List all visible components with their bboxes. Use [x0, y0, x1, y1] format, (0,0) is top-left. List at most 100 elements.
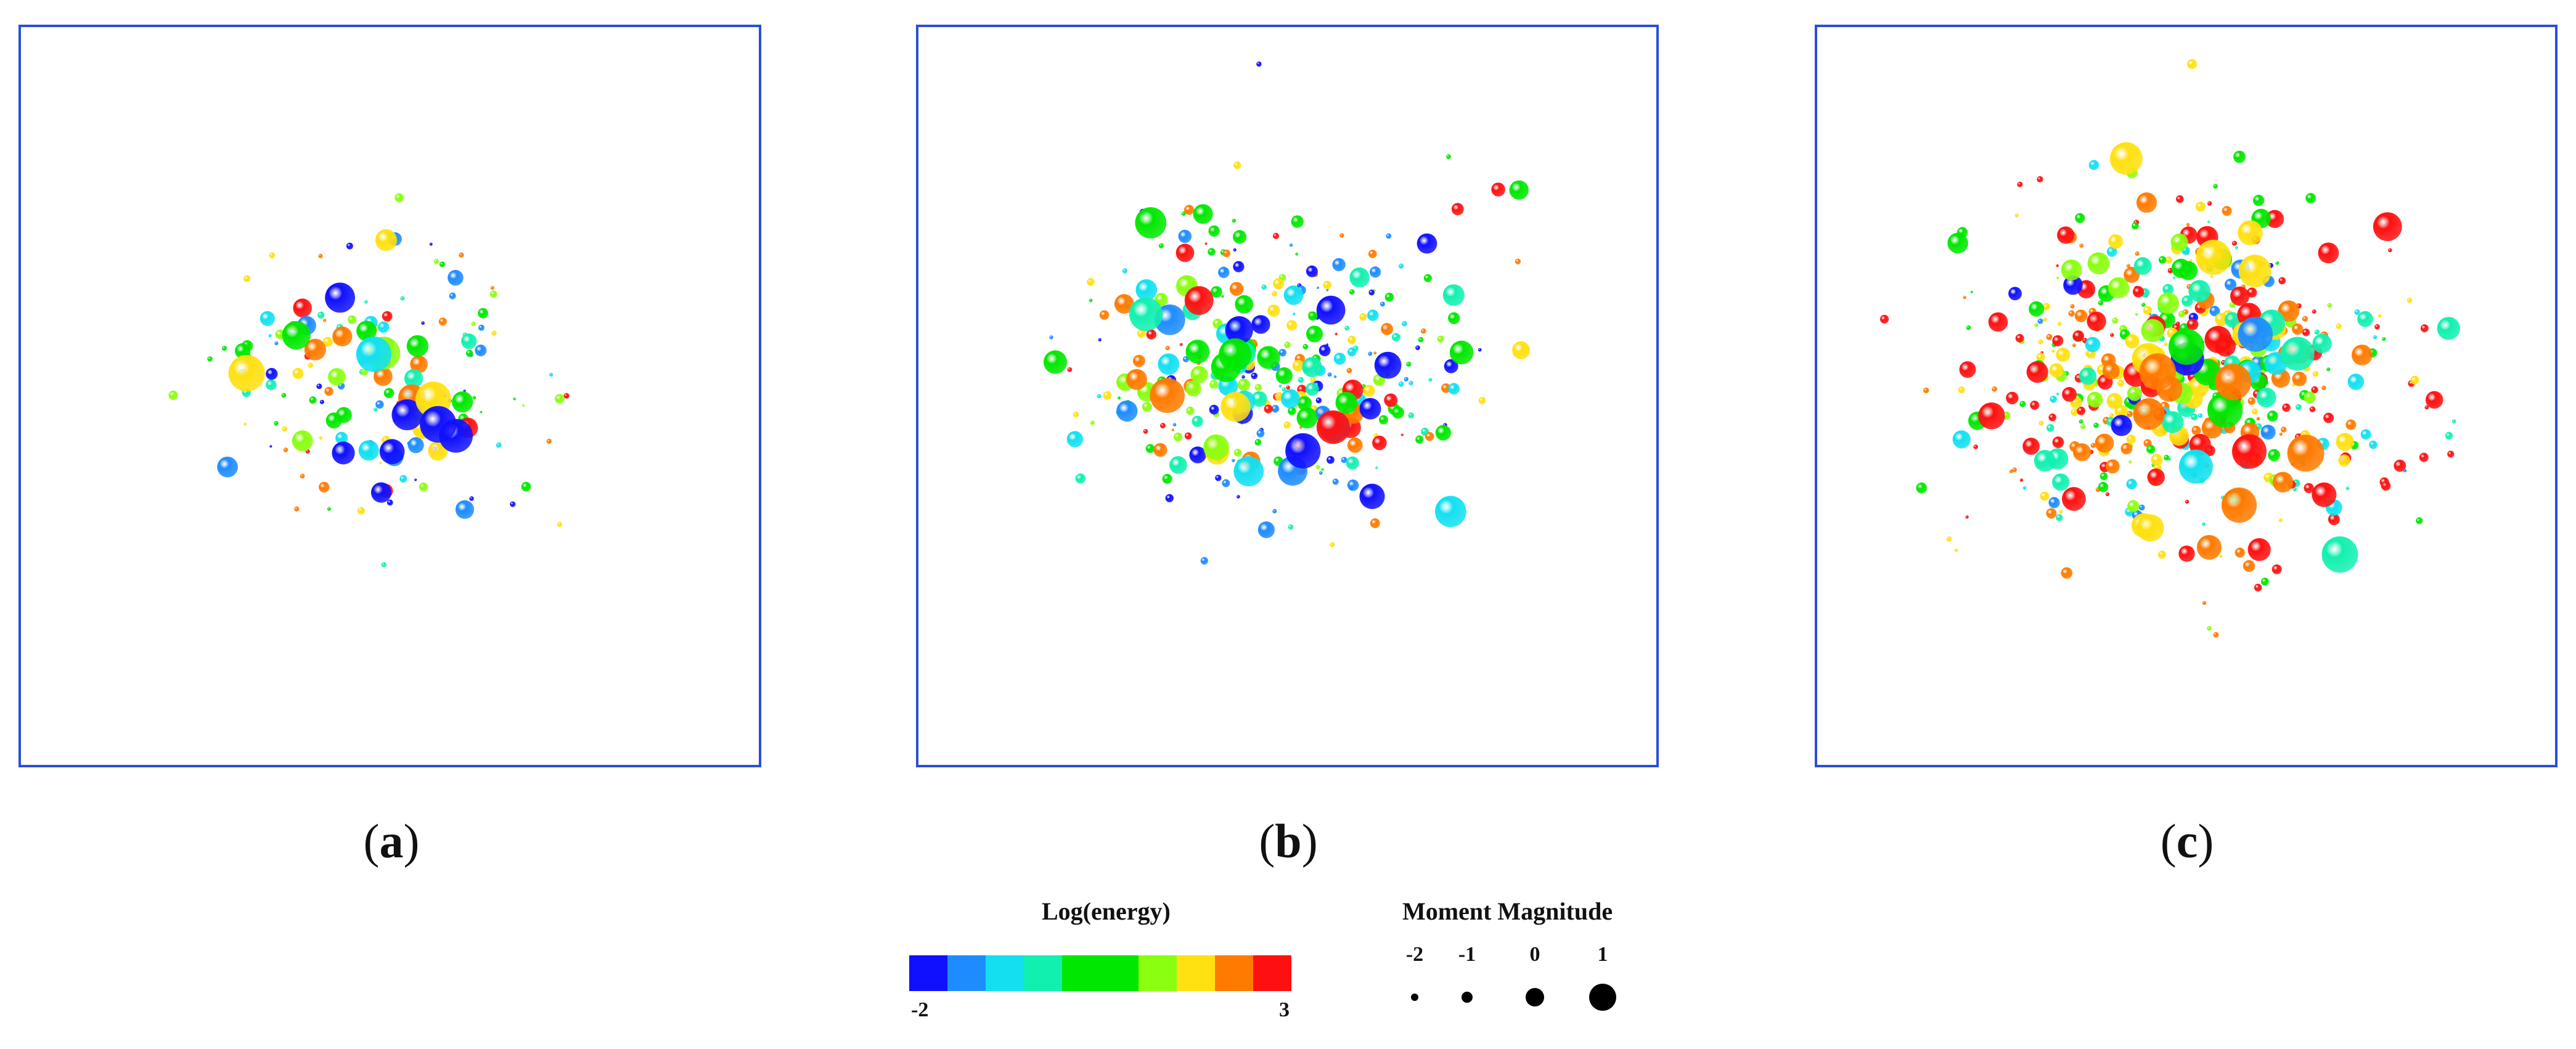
- event-point: [2093, 422, 2099, 428]
- event-point: [1333, 353, 1346, 365]
- event-point: [1406, 361, 1412, 367]
- magnitude-label-m2: -2: [1405, 943, 1424, 966]
- event-point: [399, 475, 407, 483]
- event-point: [2061, 259, 2082, 280]
- event-point: [475, 345, 487, 357]
- event-point: [2318, 242, 2339, 264]
- event-point: [1233, 261, 1245, 272]
- event-point: [2040, 491, 2050, 501]
- event-point: [1973, 444, 1978, 449]
- energy-legend-title: Log(energy): [1042, 897, 1171, 925]
- event-point: [309, 396, 317, 404]
- event-point: [1215, 475, 1222, 481]
- event-point: [2042, 303, 2051, 311]
- event-point: [2075, 213, 2085, 223]
- event-point: [2109, 142, 2143, 175]
- event-point: [2354, 309, 2360, 316]
- event-point: [1251, 315, 1270, 334]
- event-point: [2046, 508, 2057, 519]
- event-point: [395, 193, 404, 203]
- event-point: [1347, 480, 1359, 491]
- event-point: [2125, 334, 2140, 349]
- event-point: [2019, 401, 2026, 407]
- event-point: [1512, 341, 1531, 359]
- event-point: [2247, 397, 2255, 405]
- event-point: [1225, 316, 1253, 345]
- event-point: [375, 400, 384, 409]
- event-point: [2312, 370, 2319, 377]
- event-point: [2215, 312, 2228, 326]
- event-point: [1174, 432, 1183, 442]
- event-point: [2410, 375, 2419, 385]
- event-point: [1282, 387, 1286, 392]
- event-point: [1254, 384, 1262, 391]
- event-point: [455, 500, 475, 519]
- event-point: [2178, 311, 2185, 318]
- event-point: [2087, 391, 2103, 408]
- event-point: [260, 311, 275, 326]
- event-point: [2321, 385, 2326, 390]
- scatter-plot-c: [1880, 59, 2460, 638]
- event-point: [2111, 415, 2132, 436]
- event-point: [1978, 402, 2005, 430]
- event-point: [1099, 310, 1110, 320]
- event-point: [1288, 407, 1296, 415]
- event-point: [1278, 385, 1282, 388]
- event-point: [2034, 450, 2056, 472]
- event-point: [168, 390, 178, 401]
- event-point: [1880, 314, 1889, 324]
- event-point: [1229, 282, 1244, 296]
- event-point: [471, 321, 476, 326]
- event-point: [2046, 424, 2055, 432]
- event-point: [283, 447, 288, 452]
- event-point: [1368, 351, 1373, 356]
- event-point: [1171, 428, 1174, 431]
- event-point: [438, 317, 448, 326]
- event-point: [2048, 414, 2056, 422]
- event-point: [328, 368, 346, 386]
- event-point: [2029, 301, 2045, 317]
- event-point: [1428, 378, 1433, 382]
- event-point: [2388, 248, 2392, 253]
- event-point: [1073, 411, 1079, 418]
- event-point: [358, 440, 379, 461]
- event-point: [1381, 323, 1393, 335]
- colorbar-segment: [1253, 955, 1291, 991]
- event-point: [1515, 258, 1521, 264]
- event-point: [378, 321, 390, 333]
- event-point: [2071, 408, 2079, 417]
- event-point: [2079, 419, 2083, 424]
- event-point: [2215, 364, 2252, 401]
- event-point: [563, 393, 570, 399]
- event-point: [2231, 240, 2238, 246]
- event-point: [1233, 456, 1264, 487]
- event-point: [1193, 204, 1213, 224]
- event-point: [2222, 206, 2232, 216]
- event-point: [2328, 513, 2340, 526]
- event-point: [2202, 522, 2206, 526]
- event-point: [2070, 304, 2075, 309]
- event-point: [1221, 392, 1251, 422]
- event-point: [379, 462, 382, 465]
- event-point: [2176, 195, 2184, 203]
- event-point: [2079, 367, 2097, 385]
- event-point: [2207, 220, 2210, 223]
- event-point: [1142, 402, 1153, 412]
- event-point: [2136, 514, 2164, 542]
- event-point: [2056, 276, 2059, 279]
- event-point: [2052, 473, 2070, 491]
- event-point: [1169, 456, 1187, 474]
- caption-a: (a): [363, 814, 420, 868]
- event-point: [282, 426, 288, 432]
- event-point: [2279, 432, 2283, 436]
- event-point: [2128, 460, 2132, 463]
- event-point: [1272, 508, 1277, 514]
- event-point: [2181, 295, 2193, 307]
- event-point: [1398, 263, 1404, 269]
- event-point: [1435, 496, 1466, 528]
- event-point: [1185, 340, 1210, 364]
- event-point: [207, 356, 213, 362]
- event-point: [1233, 161, 1241, 169]
- event-point: [407, 437, 424, 454]
- magnitude-label-m1: -1: [1458, 943, 1476, 966]
